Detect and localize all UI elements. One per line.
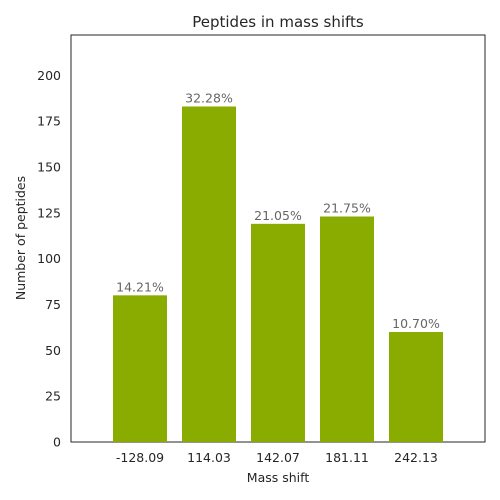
bars-group (113, 106, 443, 442)
x-axis-label: Mass shift (247, 470, 310, 485)
bar-data-label-0: 14.21% (116, 279, 164, 294)
x-tick-label-2: 142.07 (256, 450, 300, 465)
bar-2 (251, 223, 305, 442)
x-tick-label-0: -128.09 (116, 450, 164, 465)
bar-4 (389, 332, 443, 442)
x-tick-label-1: 114.03 (187, 450, 231, 465)
bar-data-label-3: 21.75% (323, 201, 371, 216)
x-tick-label-3: 181.11 (325, 450, 369, 465)
bar-1 (182, 106, 236, 442)
data-labels-group: 14.21% 32.28% 21.05% 21.75% 10.70% (116, 91, 440, 332)
y-tick-label-8: 200 (37, 68, 61, 83)
y-tick-label-0: 0 (53, 435, 61, 450)
y-tick-label-6: 150 (37, 160, 61, 175)
y-axis-ticks: 0 25 50 75 100 125 150 175 200 (37, 68, 61, 450)
y-tick-label-1: 25 (45, 389, 61, 404)
bar-data-label-2: 21.05% (254, 208, 302, 223)
y-tick-label-5: 125 (37, 205, 61, 220)
bar-3 (320, 216, 374, 442)
y-tick-label-2: 50 (45, 343, 61, 358)
bar-0 (113, 295, 167, 442)
y-tick-label-3: 75 (45, 297, 61, 312)
bar-data-label-4: 10.70% (392, 316, 440, 331)
x-tick-label-4: 242.13 (394, 450, 438, 465)
y-tick-label-7: 175 (37, 114, 61, 129)
bar-data-label-1: 32.28% (185, 91, 233, 106)
x-axis-ticks: -128.09 114.03 142.07 181.11 242.13 (116, 450, 438, 465)
y-axis-label: Number of peptides (13, 176, 28, 300)
chart-title: Peptides in mass shifts (192, 13, 364, 31)
y-tick-label-4: 100 (37, 251, 61, 266)
